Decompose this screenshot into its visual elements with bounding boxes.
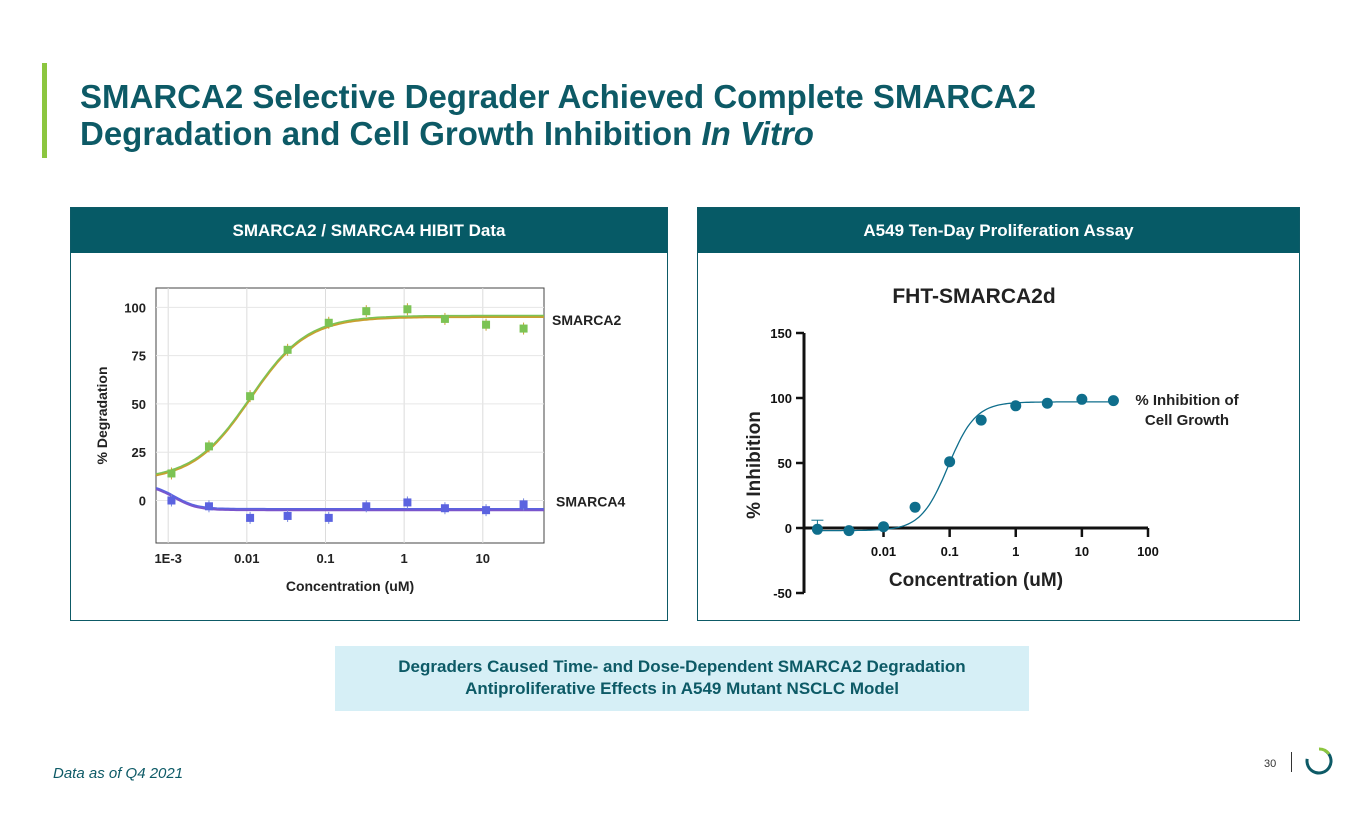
smarca4-data-point [204, 502, 213, 511]
title-line-2-italic: In Vitro [701, 115, 814, 152]
x-tick-label: 0.1 [316, 551, 334, 566]
inhibition-data-point [878, 521, 890, 533]
x-axis-label: Concentration (uM) [286, 578, 414, 594]
hibit-data-panel: SMARCA2 / SMARCA4 HIBIT Data 1E-3 0.01 0.1… [70, 207, 668, 621]
page-number: 30 [1264, 758, 1277, 770]
smarca2-data-point [324, 318, 333, 327]
title-line-2-text: Degradation and Cell Growth Inhibition [80, 115, 702, 152]
slide-title: SMARCA2 Selective Degrader Achieved Comp… [80, 78, 1036, 152]
y-tick-label: 50 [778, 456, 792, 471]
inhibition-data-point [1041, 397, 1053, 409]
smarca2-fit-curve-overlay [155, 314, 544, 475]
inhibition-data-point [909, 501, 921, 513]
inhibition-data-point [975, 414, 987, 426]
proliferation-inhibition-chart: FHT-SMARCA2d -50 0 50 100 150 0.01 0.1 1 10 100 Con… [744, 285, 1240, 601]
y-tick-label: 0 [139, 494, 146, 509]
y-tick-label: -50 [773, 586, 792, 601]
y-axis-label: % Degradation [94, 366, 110, 464]
proliferation-assay-panel: A549 Ten-Day Proliferation Assay FHT-SMA… [697, 207, 1300, 621]
y-tick-label: 75 [132, 349, 146, 364]
smarca2-data-point [482, 320, 491, 329]
smarca4-data-point [482, 506, 491, 515]
legend-label-line-1: % Inhibition of [1135, 392, 1239, 409]
page-number-divider [1291, 752, 1292, 772]
summary-line-1: Degraders Caused Time- and Dose-Dependen… [398, 657, 966, 676]
smarca4-fit-curve [155, 488, 544, 512]
y-tick-label: 150 [770, 326, 792, 341]
title-line-1: SMARCA2 Selective Degrader Achieved Comp… [80, 78, 1037, 115]
smarca2-data-point [362, 307, 371, 316]
inhibition-data-point [944, 456, 956, 468]
inhibition-fit-curve [817, 401, 1114, 532]
smarca4-series-label: SMARCA4 [556, 493, 625, 509]
smarca2-data-point [204, 442, 213, 451]
smarca2-data-point [246, 392, 255, 401]
y-axis-label: % Inhibition [744, 411, 765, 519]
smarca2-data-point [403, 305, 412, 314]
y-tick-label: 100 [124, 300, 146, 315]
smarca4-data-point [246, 513, 255, 522]
smarca4-data-point [167, 496, 176, 505]
y-tick-label: 50 [132, 397, 146, 412]
smarca2-fit-curve [155, 316, 544, 477]
inhibition-data-point [1010, 400, 1022, 412]
x-tick-label: 100 [1137, 544, 1159, 559]
inhibition-data-point [811, 523, 823, 535]
y-tick-label: 100 [770, 391, 792, 406]
title-accent-bar [42, 63, 47, 158]
legend-label-line-2: Cell Growth [1145, 412, 1229, 429]
y-tick-label: 0 [785, 521, 792, 536]
smarca4-data-point [403, 498, 412, 507]
smarca2-data-point [440, 314, 449, 323]
x-tick-label: 1 [1012, 544, 1019, 559]
company-logo-ring-icon [1305, 747, 1333, 775]
smarca2-series-label: SMARCA2 [552, 312, 621, 328]
smarca4-data-point [362, 502, 371, 511]
x-tick-label: 0.01 [871, 544, 896, 559]
data-date-footnote: Data as of Q4 2021 [53, 765, 184, 782]
smarca4-data-point [324, 513, 333, 522]
x-tick-label: 1 [401, 551, 408, 566]
x-tick-label: 10 [1075, 544, 1089, 559]
smarca4-fit-curve-overlay [155, 486, 544, 510]
summary-line-2: Antiproliferative Effects in A549 Mutant… [465, 679, 899, 698]
y-tick-label: 25 [132, 445, 146, 460]
x-axis-label: Concentration (uM) [889, 570, 1063, 591]
inhibition-data-point [1076, 393, 1088, 405]
x-tick-label: 0.01 [234, 551, 259, 566]
title-line-2: Degradation and Cell Growth Inhibition I… [80, 115, 1036, 152]
hibit-panel-header: SMARCA2 / SMARCA4 HIBIT Data [71, 208, 667, 253]
smarca4-data-point [440, 504, 449, 513]
x-tick-label: 10 [476, 551, 490, 566]
summary-callout: Degraders Caused Time- and Dose-Dependen… [335, 646, 1029, 711]
x-tick-label: 0.1 [941, 544, 959, 559]
chart-title: FHT-SMARCA2d [892, 285, 1055, 308]
smarca2-data-point [519, 324, 528, 333]
inhibition-data-point [843, 525, 855, 537]
x-tick-label: 1E-3 [154, 551, 181, 566]
inhibition-data-point [1107, 395, 1119, 407]
smarca4-data-point [519, 500, 528, 509]
smarca2-data-point [283, 345, 292, 354]
proliferation-panel-header: A549 Ten-Day Proliferation Assay [698, 208, 1299, 253]
smarca2-data-point [167, 469, 176, 478]
smarca4-data-point [283, 511, 292, 520]
